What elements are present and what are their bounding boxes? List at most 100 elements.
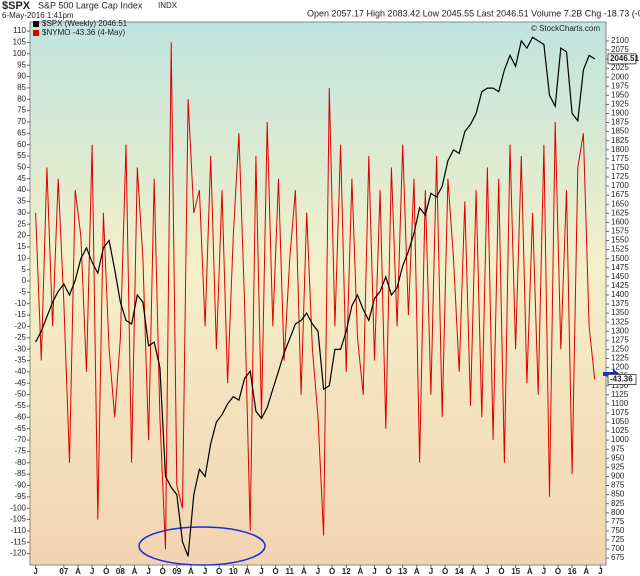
y2-tick-label: 1425	[611, 281, 629, 290]
y2-tick-label: 675	[611, 553, 625, 562]
x-tick-label: J	[203, 567, 207, 576]
x-tick-label: O	[498, 567, 504, 576]
y2-tick-label: 1625	[611, 208, 629, 217]
y2-tick-label: 1300	[611, 326, 629, 335]
y2-tick-label: 1050	[611, 417, 629, 426]
y2-tick-label: 700	[611, 544, 625, 553]
y-tick-label: -95	[14, 492, 26, 501]
y-tick-label: -100	[10, 503, 27, 512]
y-tick-label: 80	[17, 94, 26, 103]
y2-tick-label: 2100	[611, 36, 629, 45]
legend-swatch	[33, 21, 39, 27]
series-line	[35, 42, 596, 550]
y-tick-label: -60	[14, 412, 26, 421]
y-tick-label: -105	[10, 515, 27, 524]
x-tick-label: O	[160, 567, 166, 576]
date: 6-May-2016 1:41pm	[2, 11, 74, 20]
y2-tick-label: 1225	[611, 354, 629, 363]
x-tick-label: A	[245, 567, 251, 576]
y-tick-label: 10	[17, 253, 26, 262]
y2-tick-label: 1150	[611, 381, 629, 390]
y-tick-label: -15	[14, 310, 26, 319]
legend-swatch	[33, 30, 39, 36]
y2-tick-label: 1400	[611, 290, 629, 299]
x-tick-label: O	[329, 567, 335, 576]
x-tick-label: 13	[398, 567, 407, 576]
y-tick-label: -90	[14, 481, 26, 490]
y2-tick-label: 1450	[611, 272, 629, 281]
y2-tick-label: 750	[611, 526, 625, 535]
y2-tick-label: 2075	[611, 45, 629, 54]
x-tick-label: 12	[342, 567, 351, 576]
y2-tick-label: 1525	[611, 245, 629, 254]
y-tick-label: 30	[17, 208, 26, 217]
y-tick-label: 35	[17, 197, 26, 206]
y2-tick-label: 1750	[611, 163, 629, 172]
y-tick-label: -85	[14, 469, 26, 478]
y2-tick-label: 2000	[611, 72, 629, 81]
y2-tick-label: 1125	[611, 390, 629, 399]
x-tick-label: O	[273, 567, 279, 576]
y-tick-label: 45	[17, 174, 26, 183]
y-tick-label: 100	[13, 49, 27, 58]
x-tick-label: J	[598, 567, 602, 576]
y2-tick-label: 1850	[611, 127, 629, 136]
last-value-label: -43.36	[610, 375, 633, 384]
y-tick-label: 95	[17, 60, 26, 69]
x-tick-label: J	[372, 567, 376, 576]
y2-tick-label: 925	[611, 462, 625, 471]
y-tick-label: -30	[14, 344, 26, 353]
y2-tick-label: 800	[611, 508, 625, 517]
x-tick-label: J	[146, 567, 150, 576]
y2-tick-label: 1100	[611, 399, 629, 408]
y-tick-label: -10	[14, 299, 26, 308]
y2-tick-label: 1000	[611, 435, 629, 444]
y2-tick-label: 1800	[611, 145, 629, 154]
y-tick-label: -25	[14, 333, 26, 342]
y2-tick-label: 1875	[611, 118, 629, 127]
y2-tick-label: 2025	[611, 63, 629, 72]
y2-tick-label: 1075	[611, 408, 629, 417]
y2-tick-label: 875	[611, 481, 625, 490]
y2-tick-label: 1900	[611, 109, 629, 118]
y-tick-label: 0	[22, 276, 27, 285]
last-value-label: 2046.51	[610, 54, 639, 63]
x-tick-label: A	[188, 567, 194, 576]
x-tick-label: J	[90, 567, 94, 576]
legend-label: $SPX (Weekly) 2046.51	[42, 19, 128, 28]
y2-tick-label: 775	[611, 517, 625, 526]
y2-tick-label: 1500	[611, 254, 629, 263]
y-tick-label: 25	[17, 219, 26, 228]
y-tick-label: -40	[14, 367, 26, 376]
y2-tick-label: 1375	[611, 299, 629, 308]
y-tick-label: -5	[19, 287, 27, 296]
y2-tick-label: 1325	[611, 317, 629, 326]
y2-tick-label: 950	[611, 453, 625, 462]
legend-label: $NYMO -43.36 (4-May)	[42, 28, 125, 37]
y2-tick-label: 1925	[611, 100, 629, 109]
y-tick-label: -35	[14, 356, 26, 365]
y-tick-label: -45	[14, 378, 26, 387]
y-tick-label: 15	[17, 242, 26, 251]
x-tick-label: J	[429, 567, 433, 576]
y2-tick-label: 1775	[611, 154, 629, 163]
y2-tick-label: 850	[611, 490, 625, 499]
x-tick-label: O	[103, 567, 109, 576]
x-tick-label: J	[33, 567, 37, 576]
y2-tick-label: 1975	[611, 81, 629, 90]
y2-tick-label: 1950	[611, 90, 629, 99]
y2-tick-label: 725	[611, 535, 625, 544]
x-tick-label: J	[485, 567, 489, 576]
y-tick-label: 40	[17, 185, 26, 194]
y2-tick-label: 1575	[611, 227, 629, 236]
x-tick-label: O	[555, 567, 561, 576]
exchange: INDX	[158, 1, 178, 10]
series-line	[35, 36, 596, 557]
x-tick-label: O	[442, 567, 448, 576]
x-tick-label: 10	[229, 567, 238, 576]
y2-tick-label: 1725	[611, 172, 629, 181]
x-tick-label: J	[542, 567, 546, 576]
credit: © StockCharts.com	[531, 24, 600, 33]
y2-tick-label: 1675	[611, 190, 629, 199]
chart-title: S&P 500 Large Cap Index	[38, 0, 143, 10]
